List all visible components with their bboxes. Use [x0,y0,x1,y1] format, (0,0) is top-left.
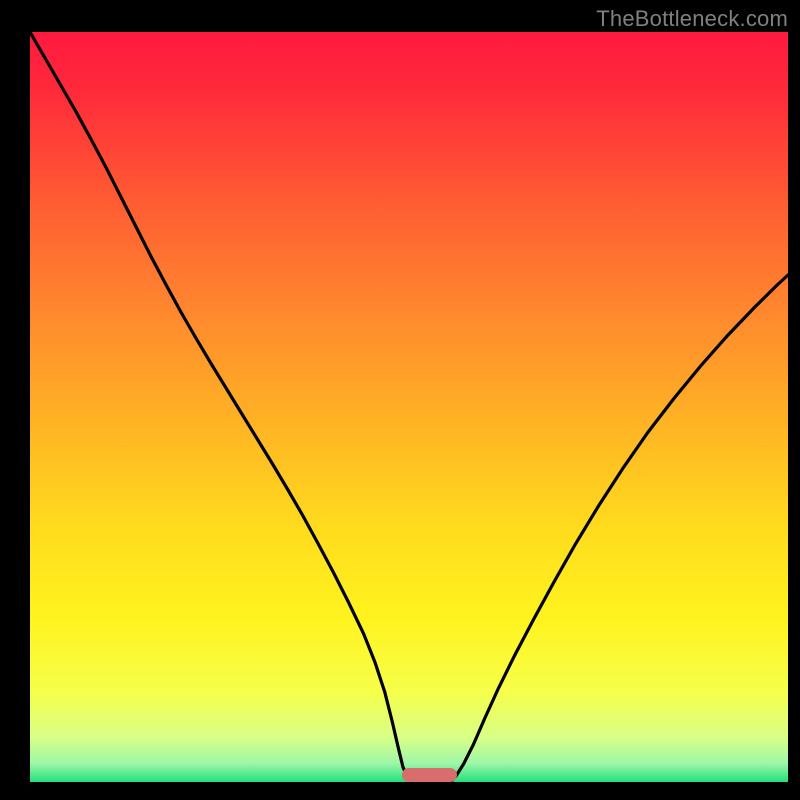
sweet-spot-marker [402,768,457,782]
bottleneck-curve-right [451,275,788,782]
bottleneck-curve-left [30,32,411,782]
watermark-text: TheBottleneck.com [596,6,788,32]
plot-area [30,32,788,782]
bottleneck-curve-layer [30,32,788,782]
chart-stage: TheBottleneck.com [0,0,800,800]
